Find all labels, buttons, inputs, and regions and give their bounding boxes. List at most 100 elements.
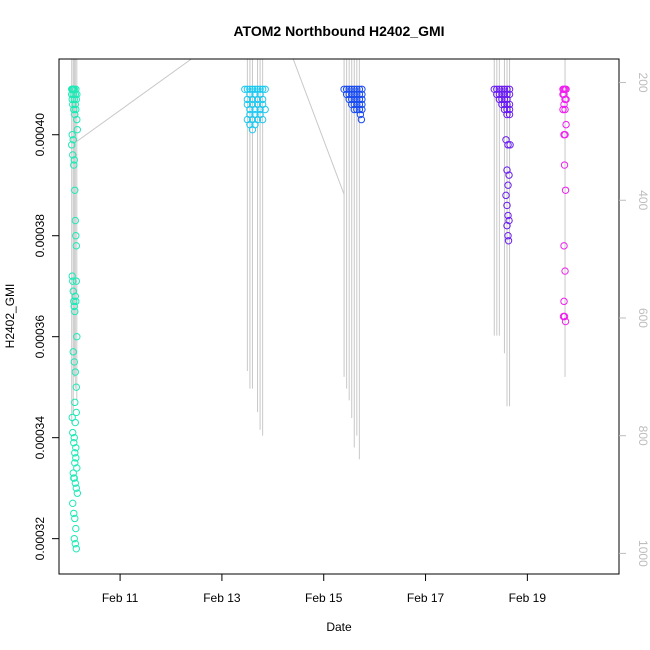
data-point <box>71 449 79 457</box>
data-point <box>353 105 361 114</box>
data-point <box>73 489 82 497</box>
connector-lines <box>76 58 345 195</box>
y-axis-label: H2402_GMI <box>3 284 17 349</box>
data-point <box>246 85 254 93</box>
data-point <box>68 131 76 139</box>
y-tick-label: 0.00036 <box>33 315 47 359</box>
data-point <box>71 216 79 225</box>
y2-tick-label: 1000 <box>636 540 650 567</box>
data-point <box>503 166 511 174</box>
data-point <box>69 428 77 437</box>
data-point <box>72 242 81 250</box>
data-point <box>358 105 366 114</box>
data-points <box>68 85 570 553</box>
data-point <box>71 100 79 109</box>
data-point <box>502 136 510 144</box>
data-point <box>251 85 259 93</box>
data-point <box>559 312 568 321</box>
data-point <box>72 95 81 104</box>
data-point <box>258 115 267 124</box>
data-point <box>71 418 79 427</box>
data-point <box>503 110 511 119</box>
data-point <box>73 332 81 341</box>
y-tick-label: 0.00040 <box>33 113 47 157</box>
x-tick-label: Feb 11 <box>102 591 139 605</box>
data-point <box>72 545 81 553</box>
plot-frame <box>58 58 620 575</box>
data-point <box>72 232 80 240</box>
y-tick-label: 0.00038 <box>33 214 47 258</box>
data-point <box>71 514 79 523</box>
data-point <box>69 348 77 356</box>
data-point <box>241 85 249 93</box>
data-point <box>72 408 81 417</box>
data-point <box>505 216 513 225</box>
data-point <box>72 105 80 114</box>
data-point <box>562 95 570 104</box>
y2-tick-label: 600 <box>636 308 650 328</box>
data-point <box>70 474 78 482</box>
chart-title: ATOM2 Northbound H2402_GMI <box>233 23 444 39</box>
data-point <box>504 237 513 245</box>
data-point <box>560 161 569 169</box>
data-point <box>69 499 77 508</box>
data-point <box>251 120 259 129</box>
y2-tick-label: 200 <box>636 73 650 93</box>
data-point <box>355 105 364 114</box>
data-point <box>503 221 511 230</box>
data-point <box>71 186 79 194</box>
data-point <box>68 272 76 280</box>
y-tick-label: 0.00032 <box>33 517 47 561</box>
data-point <box>70 156 78 164</box>
data-point <box>505 171 513 179</box>
data-point <box>72 383 81 391</box>
data-point <box>357 115 366 124</box>
data-point <box>71 459 79 467</box>
data-point <box>68 141 76 149</box>
data-point <box>562 120 570 129</box>
x-axis: Feb 11 Feb 13 Feb 15 Feb 17 Feb 19 <box>102 574 547 605</box>
data-point <box>504 232 512 240</box>
data-point <box>72 85 80 93</box>
data-point <box>506 141 514 149</box>
data-point <box>72 454 80 462</box>
data-point <box>73 125 82 134</box>
data-point <box>72 444 80 452</box>
data-point <box>69 136 77 144</box>
data-point <box>561 186 570 194</box>
data-point <box>73 90 81 99</box>
x-tick-label: Feb 19 <box>509 591 547 605</box>
data-point <box>73 464 81 472</box>
data-point <box>560 297 568 306</box>
data-point <box>70 534 78 543</box>
data-point <box>70 433 78 442</box>
y-tick-label: 0.00034 <box>33 416 47 460</box>
data-point <box>69 151 77 159</box>
data-point <box>502 191 510 200</box>
data-point <box>71 368 79 376</box>
y2-tick-label: 400 <box>636 190 650 210</box>
data-point <box>561 267 569 275</box>
data-point <box>258 95 267 104</box>
data-point <box>69 277 77 285</box>
data-point <box>261 105 269 114</box>
data-point <box>559 105 567 114</box>
data-point <box>70 302 78 311</box>
data-point <box>73 115 81 124</box>
data-point <box>504 141 512 149</box>
data-point <box>71 307 79 316</box>
data-point <box>70 358 78 366</box>
data-point <box>71 292 79 301</box>
data-point <box>561 317 570 326</box>
data-point <box>69 469 77 477</box>
data-point <box>72 484 81 492</box>
x-tick-label: Feb 13 <box>203 591 241 605</box>
data-point <box>71 540 79 548</box>
data-point <box>70 105 78 114</box>
data-point <box>504 211 512 220</box>
y2-axis: 200 400 600 800 1000 <box>619 73 650 567</box>
data-point <box>256 85 264 93</box>
data-point <box>560 90 568 99</box>
vertical-lines <box>71 59 566 460</box>
data-point <box>71 110 79 119</box>
